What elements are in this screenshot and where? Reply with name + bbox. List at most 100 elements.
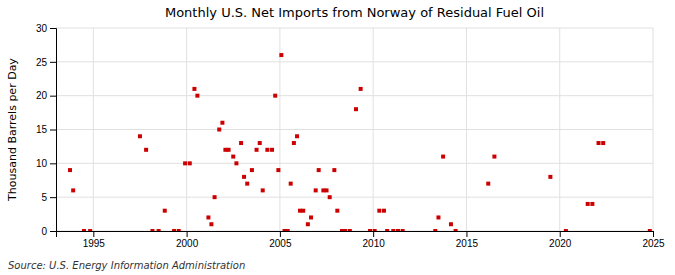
point bbox=[138, 134, 142, 138]
tick: 2005 bbox=[269, 231, 292, 249]
title: Monthly U.S. Net Imports from Norway of … bbox=[165, 5, 544, 20]
point bbox=[82, 229, 86, 231]
point bbox=[261, 188, 265, 192]
axis-line bbox=[50, 29, 57, 232]
tick-label: 5 bbox=[41, 192, 47, 203]
tick-label: 2015 bbox=[456, 238, 479, 249]
tick: 10 bbox=[36, 158, 56, 169]
point bbox=[292, 141, 296, 145]
tick-mark bbox=[50, 231, 56, 232]
point bbox=[586, 202, 590, 206]
tick: 2010 bbox=[363, 231, 386, 249]
point bbox=[348, 229, 352, 231]
point bbox=[343, 229, 347, 231]
grid-line-y bbox=[56, 129, 653, 130]
point bbox=[206, 215, 210, 219]
point bbox=[597, 141, 601, 145]
point bbox=[276, 168, 280, 172]
point bbox=[213, 195, 217, 199]
tick-mark bbox=[93, 231, 94, 237]
tick-label: 2010 bbox=[363, 238, 386, 249]
point bbox=[255, 148, 259, 152]
grid-line-y bbox=[56, 61, 653, 62]
tick-mark bbox=[653, 231, 654, 237]
tick: 2025 bbox=[642, 231, 665, 249]
point bbox=[195, 94, 199, 98]
tick-label: 2020 bbox=[549, 238, 572, 249]
annotation: Source: U.S. Energy Information Administ… bbox=[8, 260, 245, 271]
tick-label: 10 bbox=[36, 158, 48, 169]
point bbox=[396, 229, 400, 231]
point bbox=[314, 188, 318, 192]
point bbox=[295, 134, 299, 138]
point bbox=[492, 155, 496, 159]
tick: 20 bbox=[36, 90, 56, 101]
point bbox=[163, 209, 167, 213]
tick: 5 bbox=[41, 192, 56, 203]
tick: 15 bbox=[36, 124, 56, 135]
point bbox=[71, 188, 75, 192]
point bbox=[177, 229, 181, 231]
point bbox=[188, 161, 192, 165]
point bbox=[192, 87, 196, 91]
tick-label: 15 bbox=[36, 124, 48, 135]
point bbox=[250, 168, 254, 172]
point bbox=[289, 182, 293, 186]
point bbox=[548, 175, 552, 179]
tick: 0 bbox=[41, 226, 56, 237]
point bbox=[648, 229, 652, 231]
point bbox=[564, 229, 568, 231]
point bbox=[454, 229, 458, 231]
tick-mark bbox=[50, 28, 56, 29]
tick-label: 2025 bbox=[642, 238, 665, 249]
point bbox=[217, 128, 221, 132]
point bbox=[301, 209, 305, 213]
point bbox=[332, 168, 336, 172]
chart: 1995200020052010201520202025051015202530… bbox=[0, 0, 675, 275]
point bbox=[317, 168, 321, 172]
point bbox=[245, 182, 249, 186]
point bbox=[227, 148, 231, 152]
point bbox=[220, 121, 224, 125]
y-axis-label: Thousand Barrels per Day bbox=[6, 58, 19, 202]
point bbox=[157, 229, 161, 231]
point bbox=[144, 148, 148, 152]
point bbox=[401, 229, 405, 231]
point bbox=[234, 161, 238, 165]
point bbox=[391, 229, 395, 231]
tick-mark bbox=[560, 231, 561, 237]
point bbox=[273, 94, 277, 98]
point bbox=[309, 215, 313, 219]
tick-label: 2005 bbox=[269, 238, 292, 249]
point bbox=[209, 222, 213, 226]
point bbox=[265, 148, 269, 152]
tick-mark bbox=[50, 96, 56, 97]
point bbox=[449, 222, 453, 226]
tick-mark bbox=[50, 197, 56, 198]
grid-line-y bbox=[56, 95, 653, 96]
point bbox=[486, 182, 490, 186]
tick-mark bbox=[466, 231, 467, 237]
point bbox=[325, 188, 329, 192]
grid-line-y bbox=[56, 28, 653, 29]
grid-line-y bbox=[56, 197, 653, 198]
point bbox=[279, 53, 283, 57]
point bbox=[382, 209, 386, 213]
point bbox=[68, 168, 72, 172]
point bbox=[601, 141, 605, 145]
point bbox=[239, 141, 243, 145]
points bbox=[68, 53, 652, 231]
tick: 2020 bbox=[549, 231, 572, 249]
point bbox=[377, 209, 381, 213]
point bbox=[335, 209, 339, 213]
tick-mark bbox=[187, 231, 188, 237]
point bbox=[183, 161, 187, 165]
point bbox=[286, 229, 290, 231]
y-axis: 051015202530 bbox=[36, 23, 57, 237]
tick: 30 bbox=[36, 23, 56, 34]
tick-mark bbox=[50, 130, 56, 131]
point bbox=[231, 155, 235, 159]
tick: 2000 bbox=[176, 231, 199, 249]
point bbox=[328, 195, 332, 199]
point bbox=[359, 87, 363, 91]
